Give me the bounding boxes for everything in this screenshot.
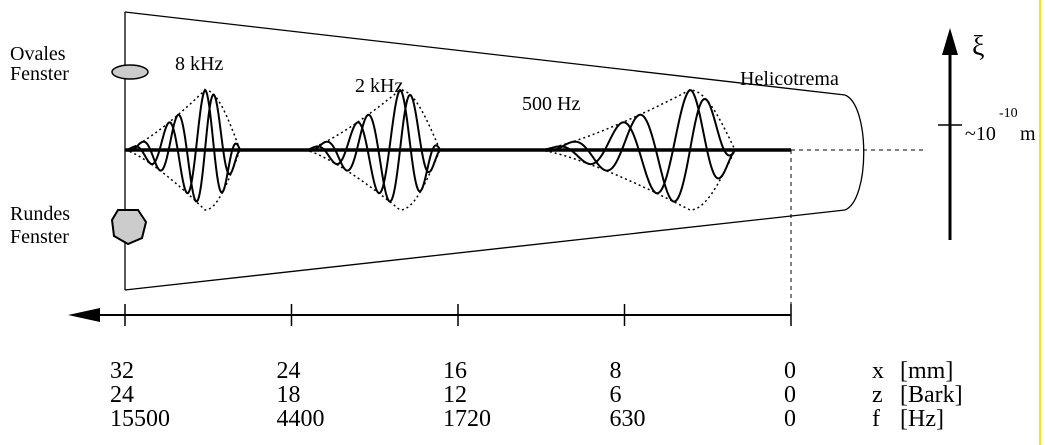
scale-value: 0 (784, 358, 796, 384)
oval-window (111, 64, 149, 80)
scale-unit: [Hz] (900, 406, 944, 432)
scale-value: 12 (443, 382, 467, 408)
scale-value: 15500 (110, 406, 170, 432)
scale-unit: [mm] (900, 358, 953, 384)
magnitude-exponent: -10 (999, 106, 1018, 121)
wave (304, 93, 441, 203)
scale-value: 6 (610, 382, 622, 408)
wave-label: 2 kHz (355, 75, 403, 97)
wave (304, 88, 441, 195)
round-window (110, 209, 148, 246)
scale-value: 18 (277, 382, 301, 408)
scale-symbol: x (872, 358, 884, 384)
wave (124, 93, 241, 203)
scale-value: 24 (277, 358, 301, 384)
scale-value: 0 (784, 406, 796, 432)
wave (540, 88, 736, 195)
window-label: Ovales (10, 43, 66, 65)
wave-label: 8 kHz (175, 53, 223, 75)
xi-label: ξ (972, 31, 984, 62)
scale-value: 32 (110, 358, 134, 384)
scale-unit: [Bark] (900, 382, 963, 408)
scale-value: 24 (110, 382, 134, 408)
envelope (304, 89, 441, 211)
window-label: Fenster (10, 63, 69, 85)
scale-value: 630 (610, 406, 646, 432)
wave-label: 500 Hz (522, 93, 580, 115)
scale-symbol: z (872, 382, 883, 408)
window-label: Fenster (10, 226, 69, 248)
scale-value: 8 (610, 358, 622, 384)
wave (539, 97, 736, 203)
scale-value: 16 (443, 358, 467, 384)
axis-arrow (68, 308, 100, 322)
helicotrema-label: Helicotrema (740, 68, 839, 90)
window-label: Rundes (10, 203, 70, 225)
scale-value: 0 (784, 382, 796, 408)
magnitude-prefix: ~10 (965, 123, 996, 145)
scale-symbol: f (872, 406, 880, 432)
envelope (124, 89, 241, 211)
wave (124, 88, 241, 195)
magnitude-unit: m (1020, 123, 1036, 145)
scale-value: 4400 (277, 406, 325, 432)
scale-value: 1720 (443, 406, 491, 432)
envelope (539, 89, 736, 211)
xi-arrow (942, 28, 958, 55)
